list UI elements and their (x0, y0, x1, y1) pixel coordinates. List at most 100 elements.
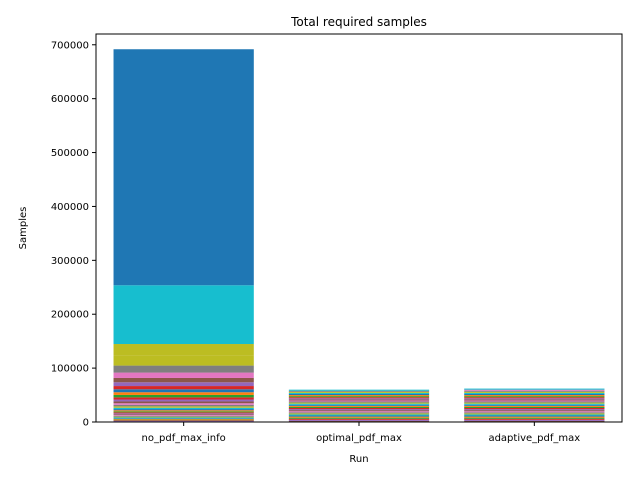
bar-segment-no_pdf_max_info-28 (113, 377, 254, 383)
bar-segment-optimal_pdf_max-10 (288, 410, 430, 412)
bar-segment-no_pdf_max_info-18 (113, 404, 254, 407)
bar-segment-no_pdf_max_info-23 (113, 394, 254, 398)
bar-segment-no_pdf_max_info-30 (113, 365, 254, 373)
bar-segment-no_pdf_max_info-14 (113, 410, 254, 412)
bar-segment-adaptive_pdf_max-11 (464, 409, 605, 411)
bar-segment-optimal_pdf_max-24 (288, 395, 430, 397)
bar-segment-no_pdf_max_info-7 (113, 416, 254, 418)
bar-segment-adaptive_pdf_max-19 (464, 400, 605, 402)
y-tick-label: 500000 (51, 148, 89, 159)
bar-segment-no_pdf_max_info-26 (113, 386, 254, 390)
bar-segment-adaptive_pdf_max-27 (464, 391, 605, 393)
bar-segment-optimal_pdf_max-6 (288, 414, 430, 416)
bar-segment-adaptive_pdf_max-30 (464, 388, 605, 390)
bar-segment-adaptive_pdf_max-16 (464, 403, 605, 405)
plot-area-frame (95, 33, 623, 423)
bar-segment-adaptive_pdf_max-29 (464, 389, 605, 391)
bar-segment-optimal_pdf_max-5 (288, 415, 430, 417)
bar-segment-optimal_pdf_max-2 (288, 418, 430, 420)
bar-segment-optimal_pdf_max-11 (288, 409, 430, 411)
bar-segment-optimal_pdf_max-27 (288, 391, 430, 393)
bar-segment-no_pdf_max_info-32 (113, 344, 254, 356)
bar-segment-optimal_pdf_max-22 (288, 397, 430, 399)
bar-segment-no_pdf_max_info-9 (113, 415, 254, 416)
bar-segment-optimal_pdf_max-28 (288, 390, 430, 392)
bar-segment-optimal_pdf_max-7 (288, 413, 430, 415)
y-tick-label: 700000 (51, 40, 89, 51)
bar-segment-optimal_pdf_max-1 (288, 419, 430, 421)
bar-segment-no_pdf_max_info-20 (113, 401, 254, 404)
bar-segment-adaptive_pdf_max-0 (464, 420, 605, 422)
bar-segment-adaptive_pdf_max-1 (464, 419, 605, 421)
bar-segment-adaptive_pdf_max-6 (464, 414, 605, 416)
y-tick-label: 0 (83, 418, 89, 429)
bar-segment-no_pdf_max_info-8 (113, 415, 254, 417)
bar-segment-adaptive_pdf_max-18 (464, 401, 605, 403)
bar-segment-no_pdf_max_info-33 (113, 285, 254, 345)
y-tick-label: 200000 (51, 310, 89, 321)
bar-segment-adaptive_pdf_max-26 (464, 392, 605, 394)
bar-segment-optimal_pdf_max-23 (288, 396, 430, 398)
y-tick-label: 300000 (51, 256, 89, 267)
bar-segment-no_pdf_max_info-15 (113, 409, 254, 411)
bar-segment-adaptive_pdf_max-12 (464, 407, 605, 410)
x-axis-title: Run (349, 454, 368, 465)
bar-segment-adaptive_pdf_max-5 (464, 415, 605, 417)
bars-group (113, 49, 605, 422)
bar-segment-no_pdf_max_info-5 (113, 418, 254, 419)
bar-segment-adaptive_pdf_max-7 (464, 413, 605, 415)
bar-segment-adaptive_pdf_max-17 (464, 402, 605, 404)
bar-segment-no_pdf_max_info-17 (113, 406, 254, 408)
bar-segment-adaptive_pdf_max-4 (464, 416, 605, 418)
bar-segment-optimal_pdf_max-29 (288, 389, 430, 391)
bar-segment-no_pdf_max_info-31 (113, 355, 254, 366)
y-axis: 0 100000 200000 300000 400000 500000 600000 700… (51, 40, 96, 429)
bar-segment-optimal_pdf_max-4 (288, 416, 430, 418)
bar-segment-no_pdf_max_info-1 (113, 420, 254, 422)
bar-segment-no_pdf_max_info-22 (113, 397, 254, 400)
bar-segment-adaptive_pdf_max-15 (464, 404, 605, 406)
bar-segment-no_pdf_max_info-27 (113, 382, 254, 387)
bar-segment-adaptive_pdf_max-13 (464, 406, 605, 408)
bar-segment-optimal_pdf_max-17 (288, 402, 430, 404)
y-tick-label: 100000 (51, 364, 89, 375)
bar-segment-adaptive_pdf_max-14 (464, 405, 605, 407)
bar-segment-optimal_pdf_max-18 (288, 401, 430, 403)
bar-segment-no_pdf_max_info-34 (113, 49, 254, 286)
bar-segment-adaptive_pdf_max-3 (464, 417, 605, 419)
bar-segment-no_pdf_max_info-25 (113, 389, 254, 393)
bar-segment-adaptive_pdf_max-9 (464, 411, 605, 413)
bar-segment-optimal_pdf_max-16 (288, 403, 430, 405)
bar-segment-no_pdf_max_info-21 (113, 399, 254, 402)
bar-segment-adaptive_pdf_max-25 (464, 393, 605, 396)
bar-segment-no_pdf_max_info-2 (113, 420, 254, 421)
bar-segment-optimal_pdf_max-25 (288, 393, 430, 396)
bar-segment-no_pdf_max_info-3 (113, 419, 254, 421)
chart-title: Total required samples (290, 15, 427, 29)
bar-segment-no_pdf_max_info-12 (113, 412, 254, 414)
bar-segment-optimal_pdf_max-8 (288, 412, 430, 414)
bar-segment-optimal_pdf_max-14 (288, 405, 430, 407)
bar-segment-optimal_pdf_max-3 (288, 417, 430, 419)
bar-segment-no_pdf_max_info-11 (113, 413, 254, 415)
bar-segment-optimal_pdf_max-26 (288, 392, 430, 394)
bar-segment-no_pdf_max_info-10 (113, 414, 254, 416)
bar-segment-optimal_pdf_max-19 (288, 400, 430, 402)
bar-segment-adaptive_pdf_max-24 (464, 395, 605, 397)
bar-segment-optimal_pdf_max-13 (288, 406, 430, 408)
x-tick-label: optimal_pdf_max (316, 433, 402, 444)
x-tick-label: no_pdf_max_info (142, 433, 226, 444)
bar-segment-adaptive_pdf_max-22 (464, 397, 605, 399)
bar-segment-optimal_pdf_max-21 (288, 398, 430, 400)
bar-segment-no_pdf_max_info-6 (113, 417, 254, 419)
bar-segment-adaptive_pdf_max-8 (464, 412, 605, 414)
bar-segment-optimal_pdf_max-9 (288, 411, 430, 413)
x-axis: no_pdf_max_info optimal_pdf_max adaptive_p… (142, 422, 580, 444)
bar-segment-no_pdf_max_info-19 (113, 403, 254, 405)
bar-segment-adaptive_pdf_max-2 (464, 418, 605, 420)
bar-segment-adaptive_pdf_max-10 (464, 410, 605, 412)
bar-segment-adaptive_pdf_max-23 (464, 396, 605, 398)
bar-segment-optimal_pdf_max-15 (288, 404, 430, 406)
y-tick-label: 400000 (51, 202, 89, 213)
